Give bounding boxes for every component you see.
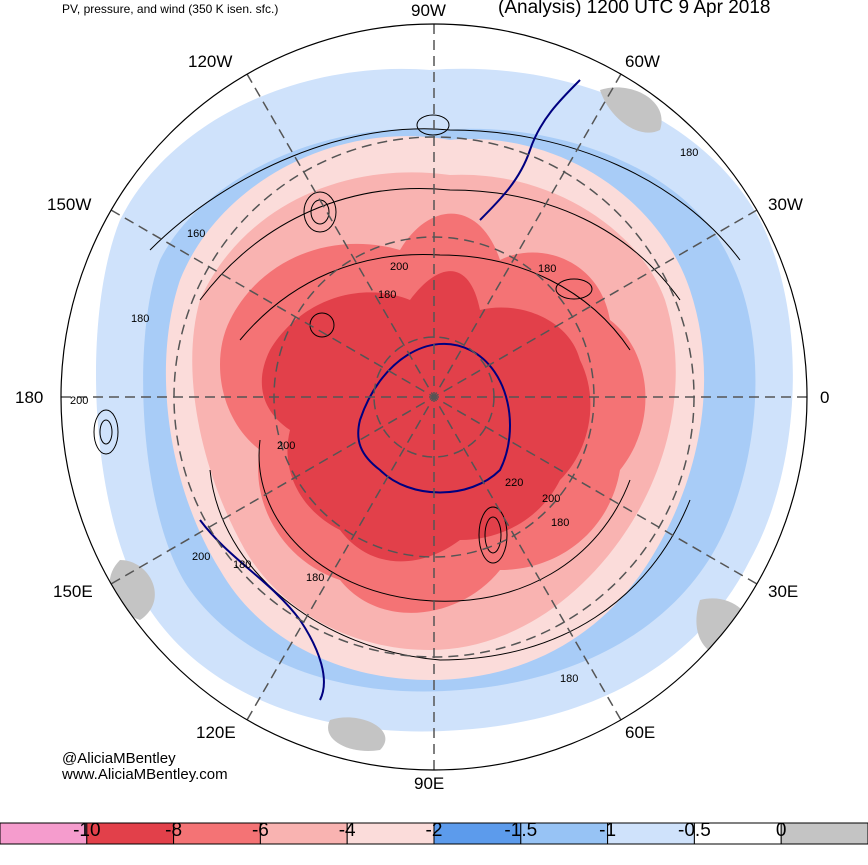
lon-label-0: 0 bbox=[820, 388, 829, 407]
colorbar-swatch bbox=[259, 822, 348, 845]
graticule bbox=[61, 24, 807, 770]
contour-label: 180 bbox=[131, 313, 149, 325]
contour-label: 200 bbox=[277, 440, 295, 452]
analysis-time: (Analysis) 1200 UTC 9 Apr 2018 bbox=[498, 0, 771, 18]
colorbar-tick-label: -1.5 bbox=[504, 820, 538, 841]
lon-label-150w: 150W bbox=[47, 195, 91, 214]
contour-label: 180 bbox=[680, 147, 698, 159]
colorbar-swatch bbox=[780, 822, 868, 845]
lon-label-90w: 90W bbox=[411, 1, 446, 20]
credit-handle: @AliciaMBentley bbox=[62, 750, 176, 767]
australia-coastline bbox=[199, 519, 325, 701]
contour-label: 180 bbox=[378, 289, 396, 301]
contour-label: 200 bbox=[390, 261, 408, 273]
lon-label-120e: 120E bbox=[196, 723, 236, 742]
colorbar-tick-label: 0 bbox=[775, 820, 787, 841]
colorbar-tick-label: -4 bbox=[338, 820, 356, 841]
credit-site: www.AliciaMBentley.com bbox=[62, 766, 228, 783]
colorbar-tick-label: -6 bbox=[251, 820, 269, 841]
contour-label: 180 bbox=[551, 517, 569, 529]
contour-label: 200 bbox=[542, 493, 560, 505]
lon-label-30e: 30E bbox=[768, 582, 798, 601]
contour-label: 180 bbox=[560, 673, 578, 685]
south-america-coastline bbox=[479, 79, 581, 221]
colorbar-tick-label: -1 bbox=[599, 820, 617, 841]
contour-label: 220 bbox=[505, 477, 523, 489]
lon-label-150e: 150E bbox=[53, 582, 93, 601]
lon-label-30w: 30W bbox=[768, 195, 803, 214]
map-boundary bbox=[60, 23, 808, 771]
contour-label: 200 bbox=[70, 395, 88, 407]
contour-label: 160 bbox=[187, 228, 205, 240]
colorbar-tick-label: -10 bbox=[73, 820, 101, 841]
pressure-contours bbox=[93, 114, 741, 661]
lon-label-90e: 90E bbox=[414, 774, 444, 793]
antarctica-coastline bbox=[357, 342, 511, 494]
colorbar-tick-label: -8 bbox=[165, 820, 183, 841]
contour-label: 180 bbox=[306, 572, 324, 584]
map-title: PV, pressure, and wind (350 K isen. sfc.… bbox=[62, 2, 279, 16]
lon-label-180: 180 bbox=[15, 388, 43, 407]
colorbar bbox=[0, 822, 868, 845]
lon-label-60e: 60E bbox=[625, 723, 655, 742]
longitude-labels: 90W 120W 60W 150W 30W 180 0 150E 30E 120… bbox=[15, 1, 829, 793]
lon-label-60w: 60W bbox=[625, 52, 660, 71]
colorbar-tick-label: -0.5 bbox=[678, 820, 711, 841]
colorbar-swatch bbox=[173, 822, 261, 845]
contour-label: 180 bbox=[538, 263, 556, 275]
lon-label-120w: 120W bbox=[188, 52, 232, 71]
colorbar-tick-label: -2 bbox=[425, 820, 443, 841]
contour-label: 200 bbox=[192, 551, 210, 563]
contour-label: 180 bbox=[233, 559, 251, 571]
colorbar-swatch bbox=[346, 822, 435, 845]
